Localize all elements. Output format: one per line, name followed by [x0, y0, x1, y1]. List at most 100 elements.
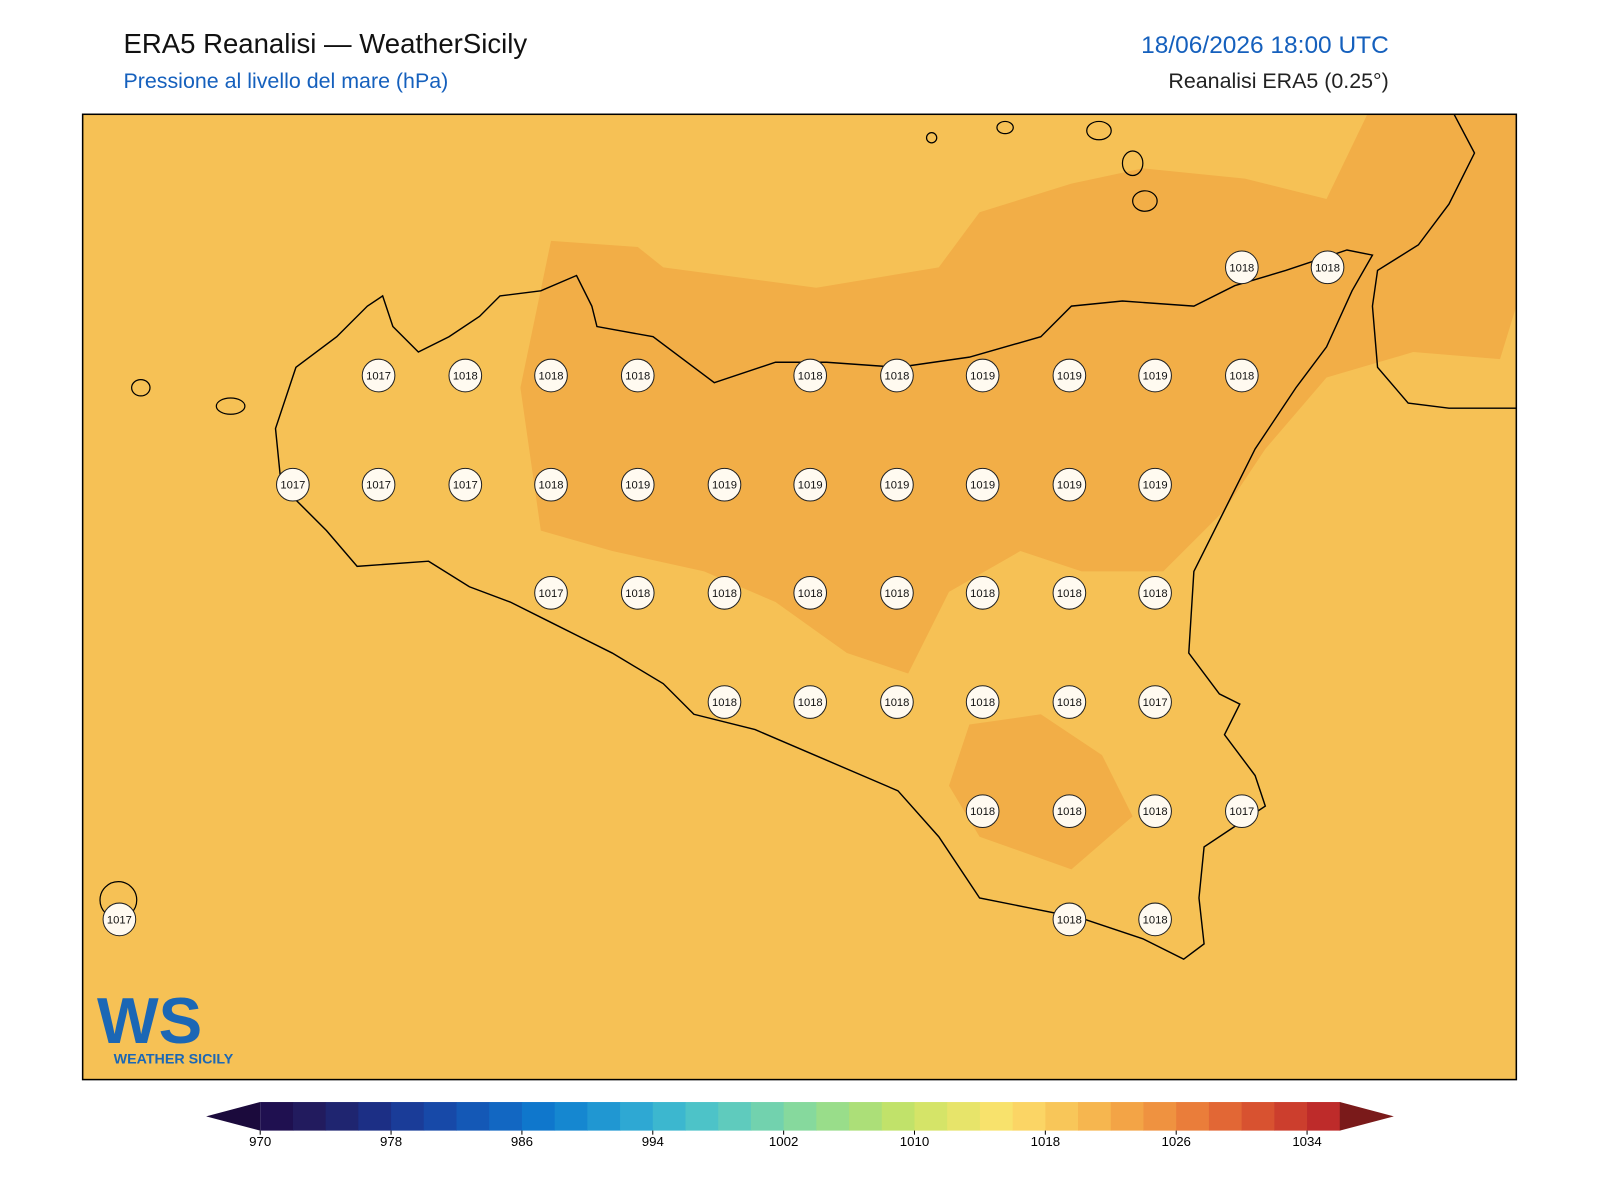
station-value: 1017: [1229, 806, 1254, 818]
colorbar-segment: [947, 1102, 981, 1131]
colorbar-under: [206, 1102, 261, 1131]
datetime: 18/06/2026 18:00 UTC: [1141, 32, 1389, 59]
station-value: 1019: [970, 480, 995, 492]
colorbar-tick-label: 1010: [900, 1134, 929, 1149]
station-layer: 1018 1018 1017 1018 1018 1018 1018 1018 1019 1019…: [102, 250, 1345, 937]
station-marker: [707, 576, 742, 610]
station-value: 1018: [1143, 588, 1168, 600]
pressure-zone: [520, 114, 1517, 870]
colorbar-tick-label: 970: [249, 1134, 271, 1149]
station-marker: [361, 467, 396, 502]
station-value: 1018: [453, 370, 478, 382]
station-marker: [880, 358, 914, 393]
colorbar-segment: [620, 1102, 654, 1131]
station-marker: [707, 467, 742, 502]
station-marker: [793, 576, 828, 610]
station-value: 1018: [1229, 370, 1254, 382]
colorbar-segment: [718, 1102, 752, 1131]
colorbar-segment: [456, 1102, 490, 1131]
station-marker: [1310, 250, 1345, 285]
colorbar-tick-label: 1034: [1292, 1134, 1321, 1149]
station-marker: [1052, 576, 1087, 610]
colorbar-tick-label: 978: [380, 1134, 402, 1149]
station-value: 1018: [1057, 588, 1082, 600]
source: Reanalisi ERA5 (0.25°): [1168, 69, 1388, 93]
station-value: 1018: [884, 588, 909, 600]
station-marker: [534, 358, 568, 393]
logo-mark: WS: [97, 984, 202, 1057]
colorbar-segment: [1176, 1102, 1210, 1131]
colorbar-segment: [391, 1102, 425, 1131]
station-value: 1019: [1057, 370, 1082, 382]
logo-text: WEATHER SICILY: [114, 1051, 234, 1067]
colorbar-segment: [881, 1102, 915, 1131]
station-value: 1018: [712, 697, 737, 709]
station-value: 1019: [712, 480, 737, 492]
station-marker: [880, 467, 914, 502]
colorbar-segment: [750, 1102, 785, 1131]
station-value: 1017: [366, 370, 391, 382]
colorbar-tick-label: 1026: [1161, 1134, 1190, 1149]
station-marker: [448, 467, 483, 502]
station-value: 1018: [798, 697, 823, 709]
colorbar-segment: [325, 1102, 359, 1131]
colorbar-segment: [1307, 1102, 1341, 1131]
station-marker: [965, 576, 1000, 610]
colorbar-segment: [1078, 1102, 1112, 1131]
station-value: 1018: [1057, 697, 1082, 709]
station-value: 1018: [1057, 914, 1082, 926]
station-value: 1017: [107, 914, 132, 926]
station-value: 1019: [1143, 370, 1168, 382]
station-value: 1019: [798, 480, 823, 492]
station-marker: [1052, 358, 1087, 393]
colorbar-segment: [1241, 1102, 1275, 1131]
colorbar-segment: [1143, 1102, 1177, 1131]
station-marker: [793, 467, 828, 502]
station-marker: [534, 576, 568, 610]
colorbar-segment: [489, 1102, 523, 1131]
colorbar-segment: [914, 1102, 948, 1131]
colorbar-segment: [1274, 1102, 1308, 1131]
colorbar-over: [1339, 1102, 1394, 1131]
station-value: 1017: [1143, 697, 1168, 709]
colorbar-tick-label: 986: [511, 1134, 533, 1149]
station-marker: [1138, 685, 1172, 719]
station-value: 1019: [970, 370, 995, 382]
station-value: 1018: [1143, 806, 1168, 818]
station-marker: [1052, 685, 1087, 719]
station-marker: [102, 902, 137, 937]
colorbar-segment: [849, 1102, 883, 1131]
station-marker: [880, 685, 914, 719]
station-value: 1018: [625, 588, 650, 600]
station-marker: [1138, 576, 1172, 610]
station-value: 1019: [1143, 480, 1168, 492]
station-value: 1018: [712, 588, 737, 600]
station-marker: [707, 685, 742, 719]
station-value: 1019: [1057, 480, 1082, 492]
station-marker: [1052, 794, 1087, 829]
colorbar-segment: [358, 1102, 392, 1131]
station-marker: [1052, 902, 1087, 937]
calabria-coast: [1371, 113, 1517, 409]
station-value: 1018: [1143, 914, 1168, 926]
sicily-coast: [274, 249, 1374, 961]
station-marker: [1138, 794, 1172, 829]
station-marker: [448, 358, 483, 393]
station-marker: [880, 576, 914, 610]
title: ERA5 Reanalisi — WeatherSicily: [123, 28, 527, 59]
station-marker: [620, 576, 655, 610]
station-marker: [1138, 358, 1172, 393]
subtitle: Pressione al livello del mare (hPa): [123, 69, 448, 93]
colorbar-segment: [1045, 1102, 1079, 1131]
colorbar-segment: [423, 1102, 457, 1131]
colorbar-segment: [685, 1102, 719, 1131]
station-marker: [1138, 467, 1172, 502]
colorbar-segment: [979, 1102, 1014, 1131]
station-value: 1019: [625, 480, 650, 492]
station-value: 1018: [970, 697, 995, 709]
colorbar-segment: [1012, 1102, 1046, 1131]
station-value: 1019: [884, 480, 909, 492]
station-value: 1017: [280, 480, 305, 492]
station-value: 1017: [453, 480, 478, 492]
